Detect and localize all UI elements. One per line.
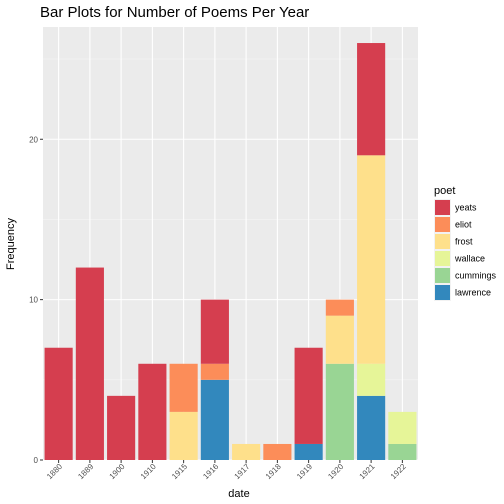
bars [44,43,417,460]
bar-1889-yeats [75,267,104,460]
legend-label-frost: frost [455,237,473,247]
legend-label-wallace: wallace [454,254,485,264]
legend-label-yeats: yeats [455,203,477,213]
x-tick-label: 1921 [358,462,377,481]
bar-1921-wallace [357,363,386,396]
bar-1921-yeats [357,43,386,156]
plot-panel [43,27,418,460]
x-tick-label: 1918 [264,462,283,481]
legend: poet yeats eliot frost wallace cummings lawre… [434,185,497,301]
bar-1922-wallace [388,411,417,444]
y-tick-label: 0 [34,456,39,465]
bar-1918-eliot [263,443,292,460]
bar-1921-frost [357,155,386,364]
bar-1880-yeats [44,347,73,460]
x-axis: 1880 1889 1900 1910 1915 1916 1917 1918 1919 1920… [45,460,408,481]
legend-label-cummings: cummings [455,271,497,281]
chart-title: Bar Plots for Number of Poems Per Year [40,4,309,21]
legend-label-lawrence: lawrence [455,288,491,298]
bar-1917-frost [232,443,261,460]
legend-key-frost [435,234,450,249]
x-tick-label: 1915 [170,462,189,481]
y-axis-label: Frequency [5,218,17,270]
bar-1920-frost [325,315,354,364]
x-tick-label: 1916 [201,462,220,481]
y-tick-label: 10 [29,296,38,305]
x-tick-label: 1900 [108,462,127,481]
x-tick-label: 1922 [389,462,408,481]
bar-1916-eliot [200,363,229,380]
bar-1915-frost [169,411,198,460]
bar-1916-yeats [200,299,229,364]
bar-1900-yeats [107,395,136,460]
x-tick-label: 1910 [139,462,158,481]
bar-1920-cummings [325,363,354,460]
bar-1921-lawrence [357,395,386,460]
legend-key-wallace [435,251,450,266]
legend-key-eliot [435,217,450,232]
bar-1922-cummings [388,443,417,460]
legend-key-lawrence [435,285,450,300]
bar-1915-eliot [169,363,198,412]
legend-key-cummings [435,268,450,283]
x-tick-label: 1919 [295,462,314,481]
x-tick-label: 1920 [326,462,345,481]
bar-1916-lawrence [200,379,229,460]
bar-1920-eliot [325,299,354,316]
legend-label-eliot: eliot [455,220,472,230]
x-tick-label: 1880 [45,462,64,481]
x-tick-label: 1889 [76,462,95,481]
legend-key-yeats [435,200,450,215]
bar-1919-yeats [294,347,323,444]
bar-1919-lawrence [294,443,323,460]
bar-1910-yeats [138,363,167,460]
x-tick-label: 1917 [233,462,252,481]
y-axis: 0 10 20 [29,135,43,465]
x-axis-label: date [228,488,249,500]
legend-title: poet [434,185,455,197]
y-tick-label: 20 [29,135,38,144]
